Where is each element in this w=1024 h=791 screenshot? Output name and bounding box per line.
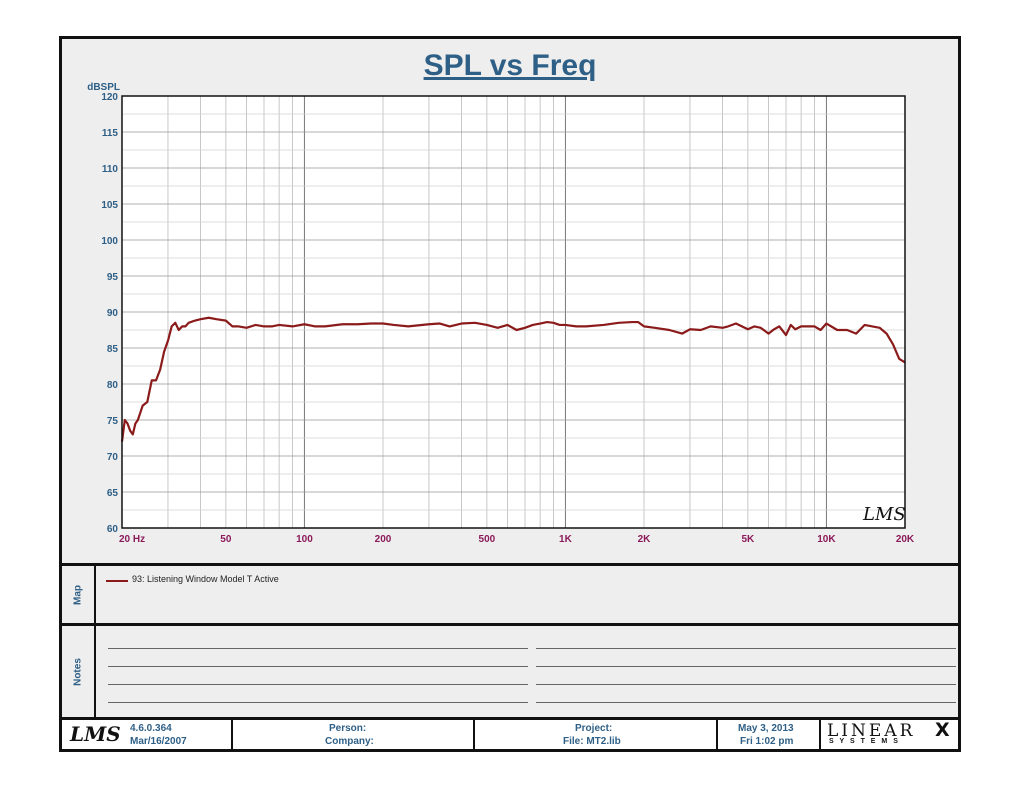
- y-tick-label: 75: [107, 416, 119, 427]
- brand-linear: LINEAR: [827, 721, 916, 741]
- note-line: [108, 702, 528, 703]
- note-line: [536, 702, 956, 703]
- brand-x: X: [935, 719, 950, 741]
- person-label: Person:: [329, 723, 367, 734]
- y-tick-label: 70: [107, 452, 119, 463]
- y-axis-label: dBSPL: [87, 82, 120, 93]
- notes-label: Notes: [72, 657, 84, 686]
- chart-area: SPL vs Freq 60 65 70 75 80 85 90 95 100 105 110 115…: [62, 39, 958, 563]
- note-line: [536, 648, 956, 649]
- footer-person-cell: Person: Company:: [233, 720, 475, 749]
- x-tick-label: 2K: [638, 534, 652, 545]
- separator: [62, 563, 958, 566]
- date: May 3, 2013: [738, 723, 794, 734]
- series-line: [120, 316, 906, 442]
- map-panel: Map 93: Listening Window Model T Active: [62, 566, 958, 623]
- plot-border: [121, 95, 906, 529]
- note-line: [108, 684, 528, 685]
- y-tick-label: 65: [107, 488, 119, 499]
- build-date: Mar/16/2007: [130, 736, 187, 747]
- y-tick-label: 105: [101, 200, 118, 211]
- project-label: Project:: [575, 723, 613, 734]
- x-tick-label: 500: [479, 534, 496, 545]
- legend-entry: 93: Listening Window Model T Active: [132, 574, 279, 584]
- footer-brand-cell: LINEAR X S Y S T E M S: [821, 719, 958, 749]
- y-tick-label: 90: [107, 308, 119, 319]
- footer-project-cell: Project: File: MT2.lib: [475, 720, 718, 749]
- separator: [62, 717, 958, 720]
- company-label: Company:: [325, 736, 374, 747]
- footer-bar: LMS 4.6.0.364 Mar/16/2007 Person: Compan…: [62, 719, 958, 749]
- footer-date-cell: May 3, 2013 Fri 1:02 pm: [718, 720, 821, 749]
- report-frame: SPL vs Freq 60 65 70 75 80 85 90 95 100 105 110 115…: [59, 36, 961, 752]
- x-tick-label: 100: [296, 534, 313, 545]
- y-tick-label: 120: [101, 92, 118, 103]
- y-tick-label: 80: [107, 380, 119, 391]
- y-tick-label: 115: [102, 128, 119, 139]
- lms-logo: LMS: [70, 722, 121, 746]
- note-line: [108, 648, 528, 649]
- x-tick-label: 5K: [741, 534, 755, 545]
- note-line: [536, 666, 956, 667]
- x-tick-label: 10K: [817, 534, 836, 545]
- version: 4.6.0.364: [130, 723, 172, 734]
- y-tick-label: 60: [107, 524, 119, 535]
- x-tick-label: 50: [220, 534, 232, 545]
- y-tick-label: 85: [107, 344, 119, 355]
- notes-label-cell: Notes: [62, 626, 96, 717]
- y-tick-label: 110: [102, 164, 119, 175]
- file-label: File: MT2.lib: [563, 736, 621, 747]
- x-tick-label: 20 Hz: [119, 534, 145, 545]
- lms-watermark: LMS: [862, 504, 906, 525]
- chart-title: SPL vs Freq: [423, 49, 597, 82]
- x-tick-label: 20K: [896, 534, 915, 545]
- map-label-cell: Map: [62, 566, 96, 623]
- note-line: [536, 684, 956, 685]
- notes-panel: Notes: [62, 626, 958, 717]
- separator: [62, 623, 958, 626]
- brand-systems: S Y S T E M S: [829, 738, 900, 745]
- y-tick-label: 95: [107, 272, 119, 283]
- x-tick-label: 200: [375, 534, 392, 545]
- note-line: [108, 666, 528, 667]
- x-tick-label: 1K: [559, 534, 573, 545]
- map-label: Map: [72, 584, 84, 605]
- y-tick-label: 100: [101, 236, 118, 247]
- legend-swatch: [106, 580, 128, 582]
- time: Fri 1:02 pm: [740, 736, 794, 747]
- footer-version-cell: LMS 4.6.0.364 Mar/16/2007: [62, 720, 233, 749]
